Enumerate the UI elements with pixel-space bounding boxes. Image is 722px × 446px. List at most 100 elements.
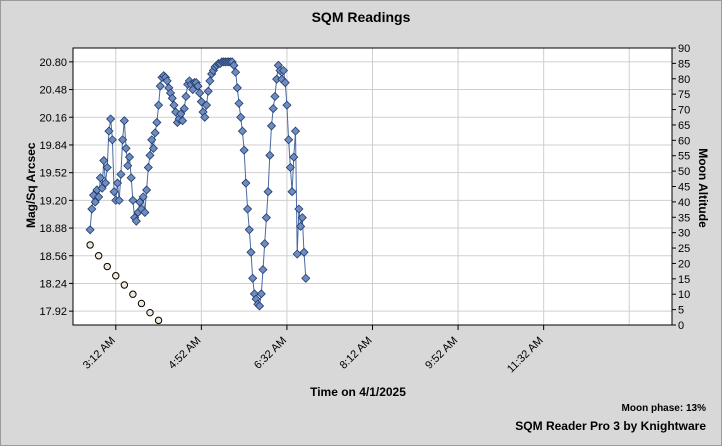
sqm-data-point bbox=[280, 78, 290, 88]
moon-altitude-point bbox=[137, 299, 146, 308]
sqm-data-point bbox=[254, 301, 265, 311]
sqm-data-point bbox=[239, 145, 249, 155]
sqm-data-point bbox=[87, 204, 97, 214]
sqm-data-point bbox=[256, 289, 266, 299]
sqm-data-point bbox=[154, 100, 164, 110]
sqm-data-point bbox=[243, 204, 253, 214]
sqm-data-point bbox=[167, 93, 177, 103]
y-tick-label: 19.20 bbox=[39, 195, 67, 207]
sqm-data-point bbox=[195, 88, 205, 98]
moon-phase-text: Moon phase: 13% bbox=[621, 403, 706, 414]
sqm-data-point bbox=[124, 152, 135, 162]
y2-tick-label: 65 bbox=[678, 120, 690, 132]
sqm-data-point bbox=[244, 225, 254, 235]
moon-altitude-point bbox=[94, 252, 103, 260]
sqm-data-point bbox=[107, 135, 117, 145]
sqm-data-point bbox=[97, 183, 107, 193]
sqm-data-point bbox=[236, 112, 246, 122]
sqm-data-point bbox=[128, 195, 138, 205]
y2-tick-label: 15 bbox=[678, 274, 690, 286]
sqm-data-point bbox=[193, 81, 203, 91]
sqm-data-point bbox=[260, 239, 270, 249]
credit-text: SQM Reader Pro 3 by Knightware bbox=[515, 419, 706, 433]
y2-axis-label: Moon Altitude bbox=[696, 148, 710, 228]
y-tick-label: 18.88 bbox=[39, 223, 67, 235]
y2-tick-label: 45 bbox=[678, 182, 690, 194]
sqm-data-point bbox=[265, 150, 275, 160]
y-tick-label: 20.48 bbox=[39, 85, 67, 97]
y2-tick-label: 80 bbox=[678, 74, 690, 86]
y2-tick-label: 40 bbox=[678, 197, 690, 209]
y-tick-label: 19.84 bbox=[39, 140, 67, 152]
y-tick-label: 20.16 bbox=[39, 112, 67, 124]
sqm-data-point bbox=[232, 83, 242, 93]
x-tick-label: 9:52 AM bbox=[423, 335, 460, 372]
sqm-data-point bbox=[179, 104, 189, 114]
sqm-data-point bbox=[140, 207, 150, 218]
sqm-data-point bbox=[201, 100, 212, 110]
sqm-data-point bbox=[296, 221, 306, 231]
sqm-data-point bbox=[118, 135, 128, 145]
sqm-data-point bbox=[234, 98, 244, 108]
sqm-data-point bbox=[284, 135, 294, 145]
sqm-data-point bbox=[119, 116, 129, 126]
sqm-data-point bbox=[285, 162, 295, 173]
sqm-data-point bbox=[138, 192, 148, 202]
sqm-data-point bbox=[237, 126, 247, 136]
sqm-data-point bbox=[299, 247, 309, 257]
sqm-data-point bbox=[131, 216, 141, 226]
y2-tick-label: 20 bbox=[678, 258, 690, 270]
sqm-data-point bbox=[294, 204, 304, 214]
sqm-data-point bbox=[155, 81, 165, 91]
y2-tick-label: 60 bbox=[678, 135, 690, 147]
moon-altitude-point bbox=[112, 272, 120, 280]
moon-altitude-point bbox=[103, 262, 111, 271]
sqm-data-point bbox=[150, 128, 160, 138]
sqm-data-point bbox=[109, 187, 119, 197]
y2-tick-label: 85 bbox=[678, 58, 690, 70]
sqm-data-point bbox=[231, 67, 241, 77]
y2-tick-label: 50 bbox=[678, 166, 690, 178]
sqm-data-point bbox=[241, 178, 251, 188]
sqm-data-point bbox=[99, 155, 109, 166]
y-tick-label: 19.52 bbox=[39, 168, 67, 180]
sqm-data-point bbox=[112, 178, 123, 188]
sqm-data-point bbox=[289, 152, 299, 162]
sqm-data-point bbox=[123, 161, 133, 171]
chart-title: SQM Readings bbox=[311, 9, 411, 25]
sqm-data-point bbox=[261, 213, 271, 223]
sqm-data-point bbox=[104, 126, 114, 136]
y2-tick-label: 90 bbox=[678, 43, 690, 55]
y2-tick-label: 55 bbox=[678, 151, 690, 163]
sqm-data-point bbox=[152, 117, 162, 128]
x-tick-label: 11:32 AM bbox=[505, 335, 546, 376]
sqm-data-point bbox=[106, 114, 116, 124]
sqm-data-point bbox=[278, 65, 289, 76]
sqm-data-point bbox=[282, 100, 292, 110]
y-tick-label: 18.24 bbox=[39, 278, 67, 290]
y-tick-label: 17.92 bbox=[39, 306, 67, 318]
y2-tick-label: 5 bbox=[678, 305, 684, 317]
sqm-data-point bbox=[297, 213, 307, 223]
sqm-data-point bbox=[143, 162, 153, 173]
x-axis-label: Time on 4/1/2025 bbox=[310, 385, 406, 399]
x-tick-label: 8:12 AM bbox=[338, 335, 375, 372]
x-tick-label: 4:52 AM bbox=[166, 335, 203, 372]
sqm-data-point bbox=[248, 273, 258, 283]
x-tick-label: 3:12 AM bbox=[81, 335, 118, 372]
sqm-data-point bbox=[203, 86, 213, 96]
sqm-data-point bbox=[121, 143, 131, 153]
sqm-data-point bbox=[95, 173, 105, 183]
sqm-data-point bbox=[135, 197, 145, 207]
sqm-data-point bbox=[114, 195, 124, 205]
moon-altitude-point bbox=[86, 241, 94, 249]
sqm-data-point bbox=[147, 135, 157, 145]
sqm-data-point bbox=[85, 225, 95, 235]
sqm-data-point bbox=[205, 76, 215, 86]
sqm-data-point bbox=[181, 91, 191, 102]
sqm-data-point bbox=[102, 162, 112, 173]
sqm-data-point bbox=[176, 109, 186, 119]
sqm-data-point bbox=[263, 187, 273, 197]
y2-tick-label: 10 bbox=[678, 289, 690, 301]
